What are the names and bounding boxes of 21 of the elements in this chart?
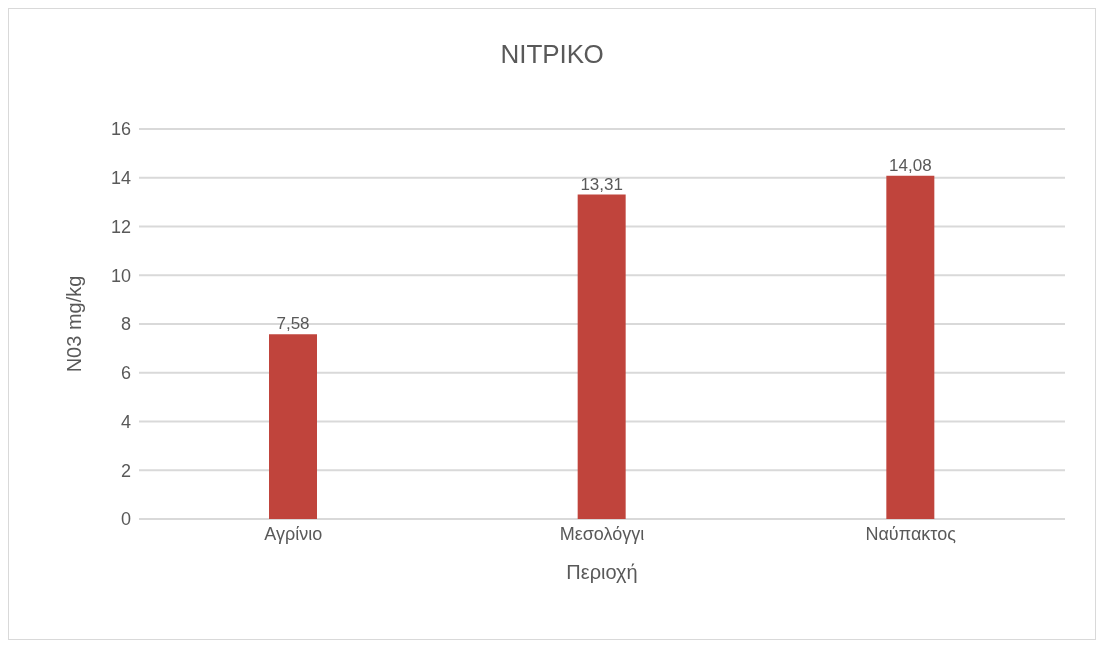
data-label: 14,08 <box>889 155 932 175</box>
chart-title: ΝΙΤΡΙΚΟ <box>499 39 605 70</box>
data-label: 7,58 <box>276 314 310 334</box>
x-tick-label: Μεσολόγγι <box>559 523 645 544</box>
y-axis-title: N03 mg/kg <box>63 275 86 373</box>
bar <box>269 334 317 519</box>
bar <box>577 194 626 519</box>
x-axis-title: Περιοχή <box>566 561 638 583</box>
y-tick-label: 2 <box>120 460 131 481</box>
y-tick-label: 4 <box>120 411 131 432</box>
y-tick-label: 12 <box>110 216 131 237</box>
x-tick-label: Ναύπακτος <box>865 523 957 544</box>
y-tick-label: 14 <box>110 168 131 189</box>
x-tick-label: Αγρίνιο <box>264 523 323 544</box>
y-tick-label: 6 <box>120 363 131 384</box>
y-tick-label: 16 <box>110 119 131 140</box>
data-label: 13,31 <box>580 174 623 194</box>
y-tick-label: 8 <box>120 314 131 335</box>
bar <box>886 175 935 519</box>
y-tick-label: 0 <box>120 509 131 530</box>
y-tick-label: 10 <box>110 265 131 286</box>
